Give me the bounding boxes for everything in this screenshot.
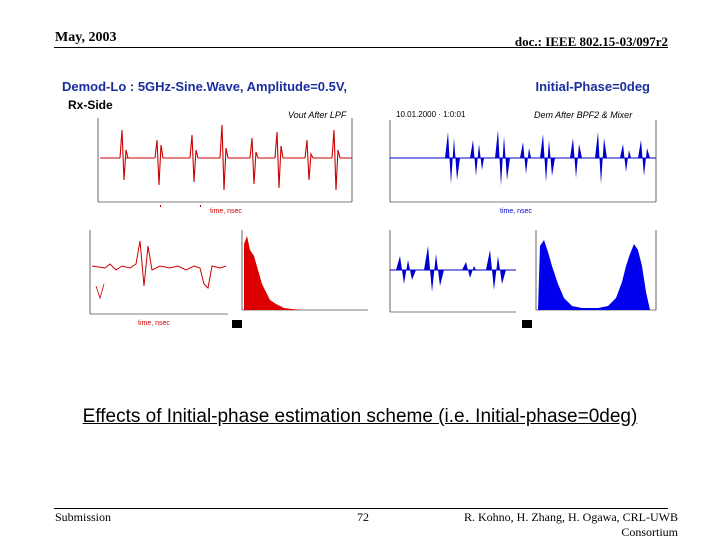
figure-caption: Effects of Initial-phase estimation sche… (82, 406, 638, 427)
panel-dem-after-bpf2: 10.01.2000 · 1:0:01 Dem After BPF2 & Mix… (370, 110, 660, 220)
figure-title-left: Demod-Lo : 5GHz-Sine.Wave, Amplitude=0.5… (62, 79, 347, 94)
vout-zoom-plot (89, 230, 228, 315)
panel-dem-time: 10.01.2000 · 1:0:01 (396, 110, 466, 119)
panel-vout-after-lpf: Vout After LPF time, nsec (60, 110, 360, 220)
dem-axis-tag: time, nsec (500, 208, 532, 215)
footer-rule (54, 508, 668, 509)
panel-red-spectrum (232, 226, 372, 338)
header-rule (54, 47, 668, 48)
footer-page-number: 72 (357, 510, 369, 524)
rx-side-label: Rx-Side (68, 98, 113, 112)
vout-lpf-plot (97, 118, 353, 207)
blue-spectrum-plot (522, 230, 657, 328)
red-spectrum-plot (232, 230, 368, 328)
footer-authors: R. Kohno, H. Zhang, H. Ogawa, CRL-UWB Co… (464, 510, 678, 539)
blue-zoom-plot (389, 230, 516, 313)
simulation-figure: Demod-Lo : 5GHz-Sine.Wave, Amplitude=0.5… (60, 78, 660, 340)
header-doc-id: doc.: IEEE 802.15-03/097r2 (514, 34, 668, 49)
panel-blue-zoom (378, 226, 518, 338)
panel-dem-label: Dem After BPF2 & Mixer (534, 110, 633, 120)
vout-zoom-axis-tag: time, nsec (138, 320, 170, 327)
header-date: May, 2003 (55, 30, 117, 45)
dem-bpf2-plot (389, 120, 657, 203)
panel-blue-spectrum (522, 226, 660, 338)
footer-submission: Submission (55, 510, 112, 524)
panel-vout-zoom: time, nsec (60, 226, 230, 338)
vout-axis-tag: time, nsec (210, 208, 242, 215)
figure-title-right: Initial-Phase=0deg (535, 79, 650, 94)
panel-vout-label: Vout After LPF (288, 110, 347, 120)
